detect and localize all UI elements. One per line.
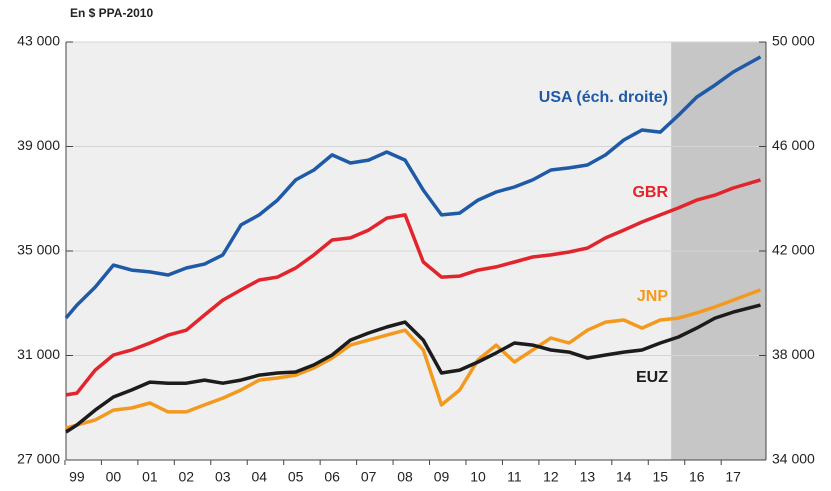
x-tick-label: 02 — [179, 469, 195, 485]
y2-tick-label: 34 000 — [772, 451, 815, 467]
series-line — [64, 55, 762, 320]
y-tick-label: 35 000 — [17, 242, 60, 258]
x-tick-label: 11 — [507, 469, 522, 485]
x-tick-label: 07 — [361, 469, 377, 485]
x-tick-label: 14 — [616, 469, 632, 485]
y-tick-label: 31 000 — [17, 346, 60, 362]
series-label: USA (éch. droite) — [539, 89, 668, 106]
y2-tick-label: 42 000 — [772, 242, 815, 258]
x-tick-label: 16 — [689, 469, 705, 485]
series-label: GBR — [632, 184, 668, 201]
x-tick-label: 17 — [725, 469, 741, 485]
series-label: EUZ — [636, 369, 668, 386]
y-axis-label: En $ PPA-2010 — [70, 6, 153, 20]
y-tick-label: 27 000 — [17, 451, 60, 467]
x-tick-label: 04 — [251, 469, 267, 485]
y-tick-label: 43 000 — [17, 33, 60, 49]
y2-tick-label: 38 000 — [772, 346, 815, 362]
x-tick-label: 12 — [543, 469, 559, 485]
x-tick-label: 08 — [397, 469, 413, 485]
y-tick-label: 39 000 — [17, 137, 60, 153]
x-tick-label: 00 — [106, 469, 122, 485]
x-tick-label: 06 — [324, 469, 340, 485]
x-tick-label: 10 — [470, 469, 486, 485]
series-line — [65, 288, 762, 430]
y2-tick-label: 46 000 — [772, 137, 815, 153]
x-tick-label: 05 — [288, 469, 304, 485]
x-tick-label: 01 — [142, 469, 158, 485]
series-line — [65, 303, 761, 434]
x-tick-label: 99 — [69, 469, 85, 485]
x-tick-label: 09 — [434, 469, 450, 485]
x-tick-label: 15 — [652, 469, 668, 485]
series-line — [65, 178, 761, 397]
series-label: JNP — [637, 288, 668, 305]
x-tick-label: 03 — [215, 469, 231, 485]
y2-tick-label: 50 000 — [772, 33, 815, 49]
x-tick-label: 13 — [580, 469, 596, 485]
